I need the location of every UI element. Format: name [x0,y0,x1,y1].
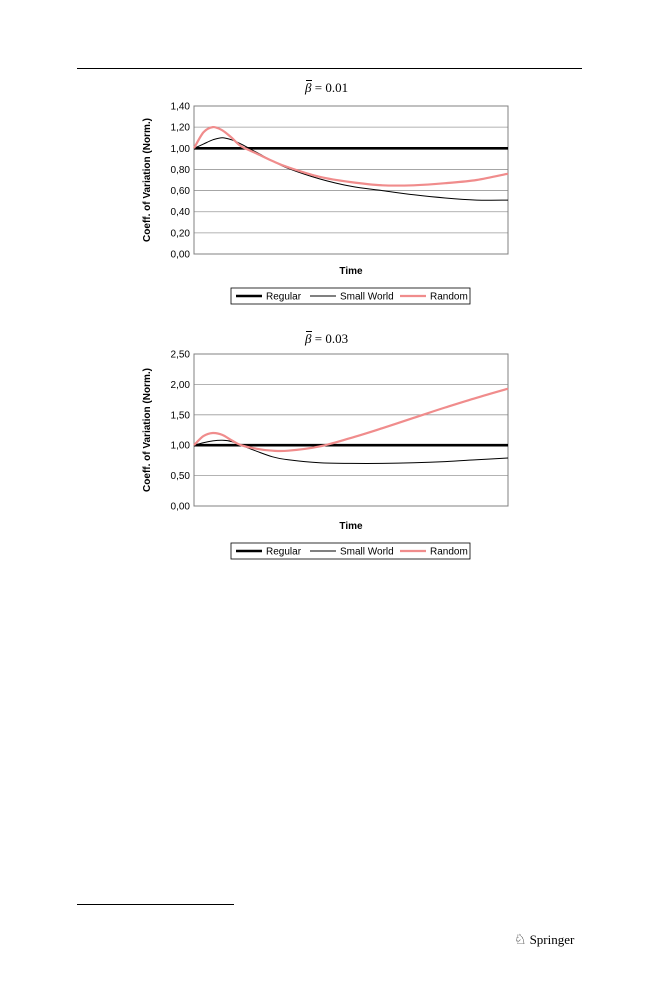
chart-1-legend [230,287,471,305]
chart-2-plot-area [193,353,509,507]
footnote-rule [77,904,234,905]
publisher-name: Springer [529,932,575,947]
chart-1: 0,00 0,20 0,40 0,60 0,80 1,00 1,20 1,40 Time Coef… [142,102,509,305]
chart-2-x-axis-title: Time [339,521,363,532]
chart-1-y-axis-title: Coeff. of Variation (Norm.) [142,118,153,242]
springer-knight-icon: ♘ [514,933,527,948]
chart-1-plot-area [193,105,509,255]
chart-2-title-symbol: β [305,331,314,346]
chart-2-y-tick-label: 2,50 [171,350,191,361]
chart-1-y-tick-label: 0,40 [171,207,191,218]
chart-1-y-tick-label: 0,00 [171,250,191,261]
chart-1-series-random-line [193,125,509,187]
chart-2-title: β = 0.03 [305,331,348,347]
chart-1-y-tick-label: 1,20 [171,123,191,134]
chart-1-title-value: = 0.01 [314,80,349,95]
chart-2-series-small-world-line [193,439,509,464]
chart-2-y-tick-label: 0,50 [171,471,191,482]
header-rule [77,68,582,69]
chart-2-y-tick-label: 2,00 [171,380,191,391]
chart-2-legend-label-small-world: Small World [340,547,394,558]
chart-2-y-tick-label: 1,50 [171,410,191,421]
chart-1-x-axis-title: Time [339,266,363,277]
chart-2-y-tick-label: 0,00 [171,502,191,513]
chart-2-y-axis-title: Coeff. of Variation (Norm.) [142,368,153,492]
chart-1-title-symbol: β [305,80,314,95]
chart-1-legend-label-small-world: Small World [340,292,394,303]
chart-2-legend [230,542,471,560]
chart-1-y-tick-label: 1,00 [171,144,191,155]
chart-1-title: β = 0.01 [305,80,348,96]
chart-2-legend-label-regular: Regular [266,547,302,558]
chart-1-legend-label-regular: Regular [266,292,302,303]
chart-1-y-tick-label: 1,40 [171,102,191,113]
chart-1-legend-label-random: Random [430,292,468,303]
publisher-logo: ♘ Springer [514,932,574,949]
chart-1-y-tick-label: 0,20 [171,228,191,239]
chart-2-legend-label-random: Random [430,547,468,558]
chart-2-series-random-line [193,387,509,453]
chart-1-y-tick-label: 0,60 [171,186,191,197]
chart-2-title-value: = 0.03 [314,331,349,346]
chart-1-y-tick-label: 0,80 [171,165,191,176]
chart-2-y-tick-label: 1,00 [171,441,191,452]
chart-2: 0,00 0,50 1,00 1,50 2,00 2,50 Time Coeff. of Va… [142,350,509,560]
